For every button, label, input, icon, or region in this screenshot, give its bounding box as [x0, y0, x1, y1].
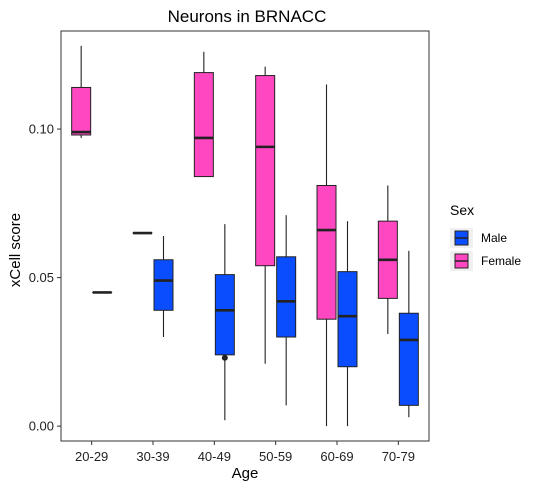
y-axis-title: xCell score	[7, 213, 24, 287]
box-female-50-59	[255, 66, 276, 364]
box-male-40-49	[214, 224, 235, 421]
chart-title: Neurons in BRNACC	[168, 7, 327, 26]
x-tick-label: 30-39	[136, 449, 169, 464]
box-male-50-59	[276, 215, 297, 406]
x-tick-label: 20-29	[75, 449, 108, 464]
box-female-40-49	[193, 51, 214, 178]
box-iqr	[71, 86, 92, 136]
box-iqr	[398, 312, 419, 406]
box-iqr	[337, 271, 358, 368]
x-axis-title: Age	[232, 465, 259, 482]
x-axis: 20-29 30-39 40-49 50-59 60-69 70-79	[75, 441, 415, 464]
x-tick-label: 60-69	[320, 449, 353, 464]
box-female-60-69	[316, 84, 337, 427]
legend-label: Male	[481, 231, 507, 245]
x-tick-label: 50-59	[259, 449, 292, 464]
box-iqr	[153, 259, 174, 311]
x-tick-label: 70-79	[382, 449, 415, 464]
box-male-30-39	[153, 236, 174, 338]
plot-panel	[60, 30, 430, 442]
box-female-20-29	[71, 45, 92, 138]
box-iqr	[214, 274, 235, 356]
box-layer	[71, 45, 419, 427]
box-iqr	[276, 256, 297, 338]
box-female-70-79	[377, 185, 398, 335]
box-male-60-69	[337, 221, 358, 427]
box-iqr	[255, 75, 276, 267]
x-tick-label: 40-49	[198, 449, 231, 464]
legend-label: Female	[481, 254, 521, 268]
y-tick-label: 0.05	[29, 270, 54, 285]
legend-item-female: Female	[450, 251, 521, 271]
box-male-70-79	[398, 250, 419, 418]
outlier-point	[221, 354, 228, 361]
y-axis: 0.00 0.05 0.10	[29, 122, 61, 434]
box-iqr	[193, 72, 214, 178]
legend-title: Sex	[450, 202, 474, 218]
box-iqr	[316, 184, 337, 320]
legend: Sex Male Female	[450, 202, 521, 271]
y-tick-label: 0.10	[29, 122, 54, 137]
legend-item-male: Male	[450, 228, 507, 248]
y-tick-label: 0.00	[29, 419, 54, 434]
